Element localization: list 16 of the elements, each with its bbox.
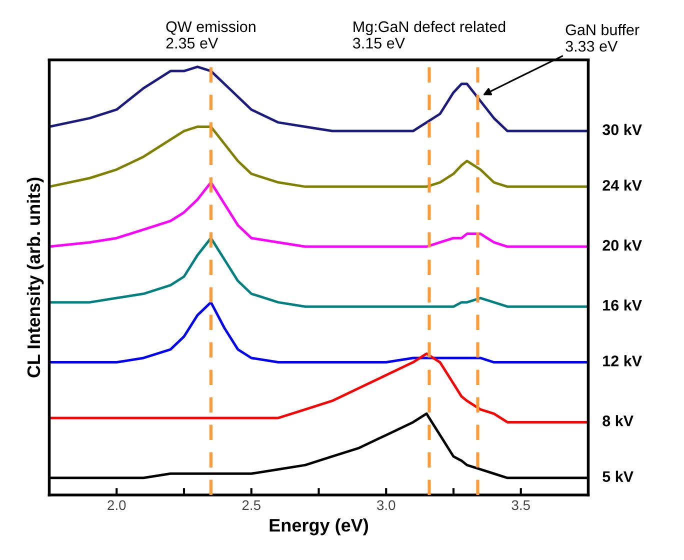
series-label: 12 kV [603,355,642,366]
x-tick-label: 3.5 [512,500,530,510]
y-axis-title: CL Intensity (arb. units) [26,178,44,378]
series-label: 16 kV [603,299,642,311]
x-tick-label: 3.0 [376,500,396,510]
x-tick-label: 2.0 [108,500,126,510]
series-label: 5 kV [602,470,634,482]
x-tick-label: 2.5 [242,500,260,510]
x-axis-title: Energy (eV) [270,518,368,536]
series-label: 20 kV [602,240,642,251]
text: GaN buffer 3.33 eV [566,24,640,52]
series-label: 24 kV [602,180,642,191]
ref-line-label: QW emission 2.35 eV [166,20,256,49]
ref-line-label: Mg:GaN defect related 3.15 eV [352,20,506,49]
series-label: 30 kV [602,124,642,136]
series-label: 8 kV [602,415,634,426]
